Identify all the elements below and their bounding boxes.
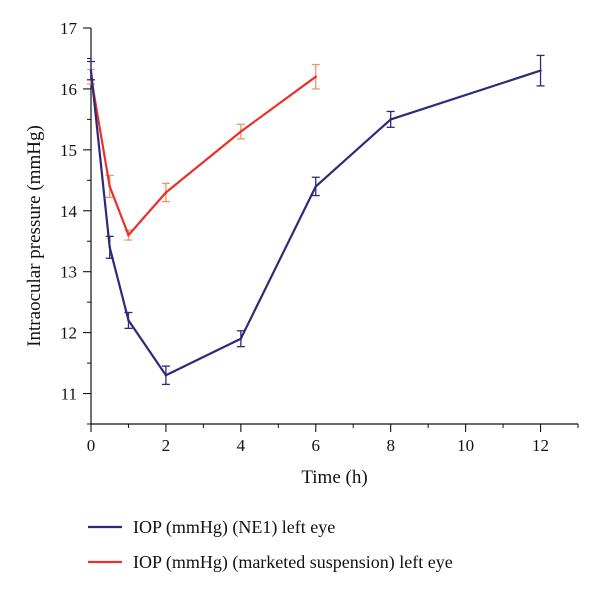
y-tick-label: 13 (60, 263, 77, 282)
data-point (89, 69, 93, 72)
y-tick-label: 16 (60, 80, 77, 99)
series-line (89, 69, 541, 377)
legend-item-ne1: IOP (mmHg) (NE1) left eye (88, 517, 335, 538)
x-tick-label: 0 (87, 436, 96, 455)
data-point (239, 337, 243, 340)
data-point (108, 185, 111, 188)
data-point (108, 246, 111, 249)
legend-label-ne1: IOP (mmHg) (NE1) left eye (133, 517, 335, 538)
data-point (164, 191, 168, 194)
y-tick-label: 15 (60, 141, 77, 160)
x-tick-label: 10 (457, 436, 474, 455)
data-point (127, 233, 130, 237)
axes (90, 28, 578, 425)
x-tick-label: 6 (312, 436, 321, 455)
data-point (314, 75, 317, 78)
legend: IOP (mmHg) (NE1) left eye IOP (mmHg) (ma… (88, 517, 453, 573)
series-0 (87, 54, 545, 386)
y-tick-label: 11 (61, 385, 77, 404)
x-tick-label: 2 (162, 436, 171, 455)
x-tick-label: 4 (237, 436, 246, 455)
x-tick-label: 12 (532, 436, 549, 455)
series-layer (87, 54, 545, 386)
data-point (239, 130, 243, 133)
legend-item-marketed-suspension: IOP (mmHg) (marketed suspension) left ey… (88, 552, 453, 573)
series-1 (87, 63, 320, 241)
legend-label-marketed-suspension: IOP (mmHg) (marketed suspension) left ey… (133, 552, 453, 573)
y-tick-label: 14 (60, 202, 78, 221)
y-tick-label: 17 (60, 19, 78, 38)
data-point (314, 185, 317, 188)
data-point (389, 118, 392, 121)
x-tick-label: 8 (386, 436, 395, 455)
x-axis-title: Time (h) (301, 467, 367, 488)
data-point (127, 319, 130, 322)
data-point (164, 374, 168, 377)
ticks: 0 2 4 6 8 10 12 11 12 13 14 15 16 17 (60, 19, 579, 455)
data-point (539, 69, 542, 72)
y-tick-label: 12 (60, 324, 77, 343)
y-axis-title: Intraocular pressure (mmHg) (24, 125, 45, 347)
series-line (89, 75, 317, 237)
